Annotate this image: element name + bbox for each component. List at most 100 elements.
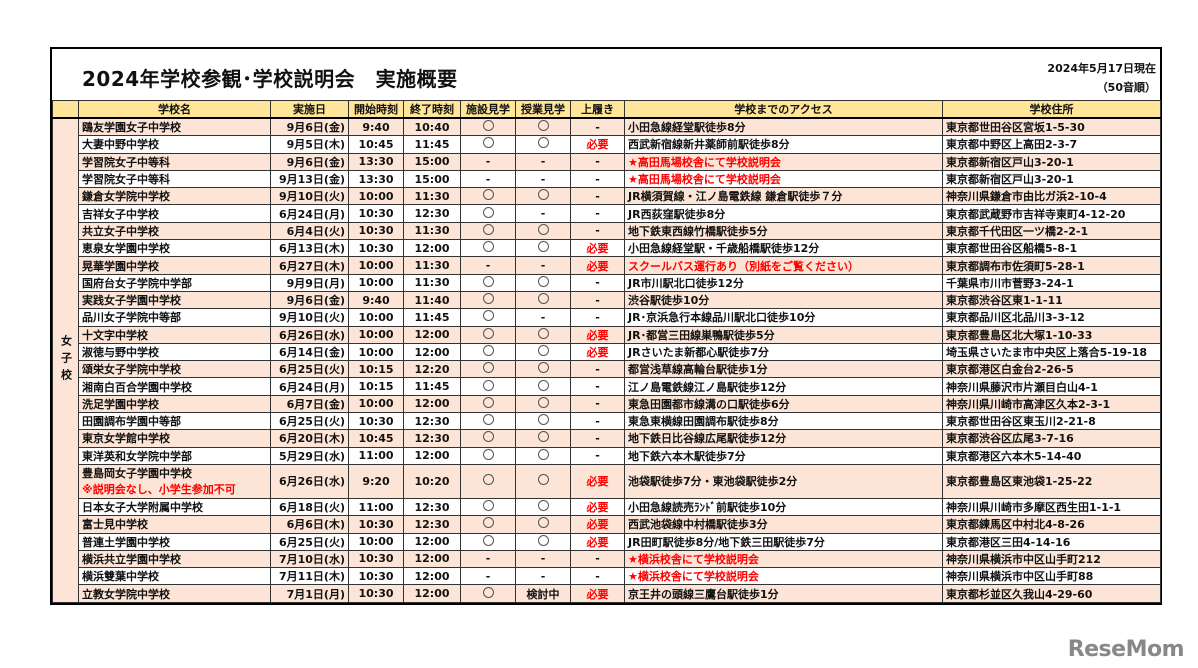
school-name-cell: 頌栄女子学院中学校: [78, 360, 271, 379]
address-cell: 東京都杉並区久我山4-29-60: [942, 584, 1161, 603]
schedule-table: 学校名 実施日 開始時刻 終了時刻 施設見学 授業見学 上履き 学校までのアクセ…: [52, 100, 1161, 603]
facility-cell: -: [460, 567, 516, 586]
facility-cell: [460, 515, 516, 534]
start-time-cell: 9:40: [348, 290, 404, 310]
shoes-cell: -: [570, 377, 625, 396]
date-cell: 7月1日(月): [270, 584, 349, 603]
class-cell: [515, 360, 571, 379]
date-cell: 6月25日(火): [270, 360, 349, 379]
table-row: 女子校 鴎友学園女子中学校 9月6日(金) 9:40 10:40- 小田急線経堂駅徒歩8分…: [52, 117, 1161, 603]
class-cell: [515, 325, 571, 344]
end-time-cell: 12:30: [403, 515, 461, 534]
facility-cell: [460, 412, 516, 431]
address-cell: 東京都港区六本木5-14-40: [942, 446, 1161, 465]
class-cell: -: [515, 308, 571, 327]
yes-circle-icon: [482, 517, 494, 529]
yes-circle-icon: [537, 223, 549, 235]
yes-circle-icon: [537, 517, 549, 529]
group-label: 女子校: [52, 117, 79, 603]
school-name-cell: 普連土学園中学校: [78, 532, 271, 551]
yes-circle-icon: [537, 275, 549, 287]
class-cell: -: [515, 549, 571, 569]
date-cell: 6月26日(水): [270, 325, 349, 344]
start-time-cell: 10:00: [348, 394, 404, 414]
start-time-cell: 10:45: [348, 429, 404, 448]
shoes-cell: -: [570, 567, 625, 586]
end-time-cell: 12:00: [403, 342, 461, 362]
shoes-cell: -: [570, 412, 625, 431]
end-time-cell: 11:30: [403, 187, 461, 206]
end-time-cell: 12:30: [403, 429, 461, 448]
table-row: 東洋英和女学院中学部 5月29日(水) 11:00 12:00 - 地下鉄六本木駅徒歩7分…: [53, 446, 1161, 465]
date-cell: 9月6日(金): [270, 152, 349, 171]
end-time-cell: 12:00: [403, 584, 461, 603]
end-time-cell: 12:00: [403, 446, 461, 465]
school-name: 豊島岡女子学園中学校: [82, 467, 192, 481]
yes-circle-icon: [537, 431, 549, 443]
class-cell: -: [515, 256, 571, 275]
address-cell: 東京都港区白金台2-26-5: [942, 360, 1161, 379]
class-cell: [515, 377, 571, 396]
school-name-cell: 吉祥女子中学校: [78, 204, 271, 223]
access-cell: 地下鉄東西線竹橋駅徒歩5分: [624, 221, 943, 241]
end-time-cell: 12:00: [403, 549, 461, 569]
table-row: 学習院女子中等科 9月6日(金) 13:30 15:00- - - ★高田馬場校舎にて学校説…: [53, 152, 1161, 171]
facility-cell: [460, 204, 516, 223]
shoes-cell: 必要: [570, 463, 625, 499]
table-row: 吉祥女子中学校 6月24日(月) 10:30 12:30- - JR西荻窪駅徒歩8分 東京都…: [53, 204, 1161, 223]
table-row: 国府台女子学院中学部 9月9日(月) 10:00 11:30 - JR市川駅北口徒歩12分…: [53, 273, 1161, 292]
address-cell: 東京都渋谷区東1-1-11: [942, 290, 1161, 310]
date-cell: 5月29日(水): [270, 446, 349, 465]
school-name: 共立女子中学校: [82, 224, 159, 238]
col-header-address: 学校住所: [942, 100, 1161, 119]
start-time-cell: 10:00: [348, 308, 404, 327]
shoes-cell: 必要: [570, 135, 625, 154]
access-cell: 地下鉄六本木駅徒歩7分: [624, 446, 943, 465]
table-row: 立教女学院中学校 7月1日(月) 10:30 12:00 検討中 必要 京王井の頭線三鷹台駅…: [53, 584, 1161, 603]
table-row: 頌栄女子学院中学校 6月25日(火) 10:15 12:20 - 都営浅草線高輪台駅徒歩1…: [53, 360, 1161, 379]
facility-cell: [460, 377, 516, 396]
access-cell: 地下鉄日比谷線広尾駅徒歩12分: [624, 429, 943, 448]
school-name-cell: 恵泉女学園中学校: [78, 239, 271, 258]
school-name: 湘南白百合学園中学校: [82, 380, 192, 394]
end-time-cell: 15:00: [403, 169, 461, 189]
class-cell: [515, 239, 571, 258]
school-name: 吉祥女子中学校: [82, 207, 159, 221]
address-cell: 東京都練馬区中村北4-8-26: [942, 515, 1161, 534]
table-body: 女子校 鴎友学園女子中学校 9月6日(金) 9:40 10:40- 小田急線経堂駅徒歩8分…: [52, 117, 1161, 603]
table-row: 淑徳与野中学校 6月14日(金) 10:00 12:00 必要 JRさいたま新都心駅徒歩7…: [53, 342, 1161, 362]
facility-cell: [460, 117, 516, 137]
table-row: 学習院女子中等科 9月13日(金) 13:30 15:00- - - ★高田馬場校舎にて学校…: [53, 169, 1161, 189]
yes-circle-icon: [537, 293, 549, 305]
school-name: 淑徳与野中学校: [82, 346, 159, 359]
yes-circle-icon: [537, 362, 549, 374]
yes-circle-icon: [482, 500, 494, 512]
table-row: 恵泉女学園中学校 6月13日(木) 10:30 12:00 必要 小田急線経堂駅・千歳船橋…: [53, 239, 1161, 258]
yes-circle-icon: [537, 500, 549, 512]
access-cell: 西武池袋線中村橋駅徒歩3分: [624, 515, 943, 534]
end-time-cell: 12:00: [403, 239, 461, 258]
school-name-cell: 東洋英和女学院中学部: [78, 446, 271, 465]
facility-cell: [460, 497, 516, 517]
as-of-info: 2024年5月17日現在 （50音順）: [1047, 59, 1156, 97]
start-time-cell: 10:15: [348, 377, 404, 396]
address-cell: 東京都世田谷区東玉川2-21-8: [942, 412, 1161, 431]
shoes-cell: -: [570, 360, 625, 379]
yes-circle-icon: [482, 396, 494, 408]
address-cell: 東京都渋谷区広尾3-7-16: [942, 429, 1161, 448]
date-cell: 6月24日(月): [270, 377, 349, 396]
school-name: 国府台女子学院中学部: [82, 276, 192, 290]
class-cell: [515, 117, 571, 137]
end-time-cell: 11:30: [403, 273, 461, 292]
date-cell: 6月4日(火): [270, 221, 349, 241]
class-cell: -: [515, 169, 571, 189]
end-time-cell: 11:45: [403, 308, 461, 327]
address-cell: 神奈川県藤沢市片瀬目白山4-1: [942, 377, 1161, 396]
resemom-watermark-logo: ReseMom: [1067, 637, 1185, 662]
yes-circle-icon: [482, 293, 494, 305]
col-header-class: 授業見学: [515, 100, 571, 119]
facility-cell: [460, 394, 516, 414]
shoes-cell: -: [570, 204, 625, 223]
school-name-cell: 晃華学園中学校: [78, 256, 271, 275]
start-time-cell: 10:00: [348, 325, 404, 344]
